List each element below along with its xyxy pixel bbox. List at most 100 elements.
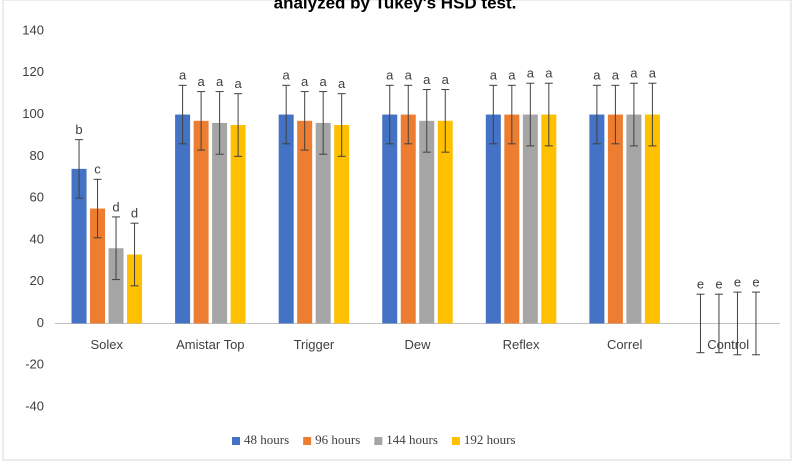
error-bar [282,84,291,145]
significance-letter: a [527,66,535,81]
significance-letter: a [442,72,450,87]
bar [541,114,557,324]
error-bar [714,293,723,354]
bar [485,114,501,324]
bar [108,248,124,324]
significance-letter: a [320,74,328,89]
significance-letter: d [131,206,138,221]
y-tick-label: 140 [22,22,44,37]
significance-letter: a [612,68,620,83]
legend-label: 144 hours [386,432,438,447]
y-tick-label: -20 [25,357,44,372]
legend-swatch [374,437,383,445]
legend-swatch [451,437,460,445]
significance-letter: a [405,68,413,83]
x-tick-label: Trigger [294,337,335,352]
error-bar [648,82,657,147]
bar [644,114,660,324]
bar [127,254,143,324]
x-tick-label: Amistar Top [176,337,244,352]
error-bar [611,84,620,145]
error-bar [75,139,84,199]
legend-swatch [232,437,240,445]
significance-letter: c [94,162,101,177]
bar [504,114,520,324]
x-tick-label: Solex [91,337,124,352]
significance-letter: a [216,74,224,89]
significance-letter: a [234,76,242,91]
significance-letter: a [423,72,431,87]
error-bar [215,91,224,155]
x-tick-label: Dew [404,337,431,352]
error-bar [592,84,601,145]
error-bar [441,88,450,153]
error-bar [300,91,309,151]
error-bar [404,84,413,145]
y-tick-label: 0 [37,315,44,330]
significance-letter: e [715,277,722,292]
y-tick-label: 20 [30,273,44,288]
y-tick-label: 100 [22,106,44,121]
y-tick-label: 80 [30,148,44,163]
error-bar [130,222,139,287]
significance-letter: a [301,74,309,89]
bar [419,120,435,324]
y-tick-label: 120 [22,64,44,79]
error-bar [385,84,394,145]
error-bar [178,84,187,145]
bar [607,114,623,324]
significance-letter: a [386,68,394,83]
significance-letter: a [508,68,516,83]
significance-letter: a [490,68,498,83]
bar [278,114,294,324]
legend-swatch [303,437,312,445]
error-bar [337,93,346,157]
y-tick-label: 40 [30,231,44,246]
significance-letter: a [338,76,346,91]
error-bar [422,88,431,153]
significance-letter: a [197,74,205,89]
bar [522,114,538,324]
error-bar [93,178,102,239]
error-bar [319,91,328,155]
error-bar [751,291,760,356]
significance-letter: a [545,66,553,81]
legend-label: 96 hours [315,432,360,447]
bar [315,122,331,324]
x-tick-label: Control [707,337,749,352]
significance-letter: d [112,199,119,214]
legend-label: 192 hours [464,432,516,447]
error-bar [544,82,553,147]
bar [437,120,453,324]
error-bar [507,84,516,145]
error-bar [526,82,535,147]
legend-label: 48 hours [244,432,289,447]
bar [90,208,106,324]
bar [230,125,246,324]
significance-letter: a [593,68,601,83]
x-tick-label: Reflex [503,337,540,352]
significance-letter: e [734,275,741,290]
significance-letter: a [630,66,638,81]
y-tick-label: 60 [30,190,44,205]
bar [193,120,209,324]
significance-letter: e [752,275,759,290]
bar [626,114,642,324]
bar [212,122,228,324]
error-bar [112,216,121,281]
significance-letter: e [697,277,704,292]
bar [589,114,605,324]
error-bar [696,293,705,354]
bar [71,168,87,324]
error-bar [234,93,243,157]
error-bar [733,291,742,356]
bar [400,114,416,324]
significance-letter: b [75,122,82,137]
error-bar [629,82,638,147]
bar [297,120,313,324]
significance-letter: a [283,68,291,83]
significance-letter: a [649,66,657,81]
error-bar [197,91,206,151]
error-bar [489,84,498,145]
bar [175,114,191,324]
